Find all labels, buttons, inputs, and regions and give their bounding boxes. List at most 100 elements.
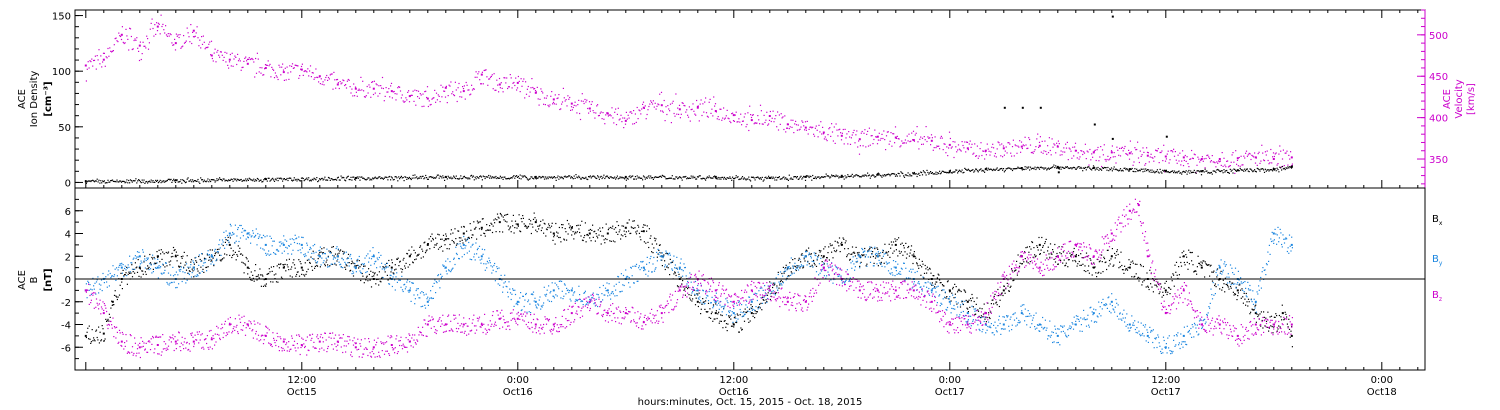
density-sample: [303, 180, 305, 182]
bx-sample: [1034, 256, 1036, 258]
density-sample: [517, 175, 519, 178]
velocity-sample: [1245, 152, 1247, 154]
bx-point: [1164, 289, 1167, 292]
bx-sample: [135, 267, 137, 269]
density-sample: [227, 180, 229, 182]
velocity-sample: [829, 127, 831, 129]
bx-sample: [674, 272, 676, 274]
by-sample: [206, 270, 208, 272]
bx-sample: [958, 288, 960, 290]
by-sample: [262, 248, 264, 250]
density-sample: [1289, 166, 1291, 168]
bx-sample: [1073, 247, 1075, 250]
bx-sample: [1227, 286, 1229, 288]
density-sample: [399, 176, 402, 179]
bx-sample: [1098, 271, 1100, 273]
density-sample: [856, 174, 858, 176]
velocity-sample: [840, 139, 843, 141]
bx-sample: [119, 284, 121, 286]
velocity-sample: [134, 38, 136, 40]
by-sample: [226, 244, 228, 246]
density-sample: [567, 176, 569, 178]
by-sample: [289, 238, 291, 240]
velocity-sample: [130, 35, 132, 38]
bx-sample: [1078, 260, 1080, 263]
density-sample: [1169, 171, 1171, 174]
bx-sample: [484, 235, 486, 237]
bx-sample: [1093, 266, 1095, 268]
bx-sample: [1120, 251, 1122, 253]
velocity-sample: [914, 134, 916, 136]
bx-sample: [193, 263, 195, 265]
bx-sample: [969, 306, 971, 308]
velocity-sample: [1077, 152, 1079, 154]
bx-sample: [1100, 272, 1102, 274]
bx-sample: [250, 279, 252, 281]
bx-sample: [1160, 283, 1162, 285]
density-sample: [229, 179, 231, 181]
density-sample: [595, 177, 597, 179]
bx-sample: [155, 262, 157, 264]
bx-sample: [1252, 309, 1254, 311]
by-sample: [147, 258, 149, 261]
bx-sample: [761, 309, 763, 311]
velocity-sample: [1046, 153, 1048, 155]
velocity-sample: [370, 96, 372, 98]
density-sample: [1213, 170, 1215, 172]
bx-sample: [702, 301, 704, 303]
bx-sample: [469, 223, 471, 225]
bx-sample: [1268, 330, 1270, 332]
by-sample: [307, 251, 309, 253]
density-sample: [1032, 167, 1034, 169]
bx-sample: [989, 317, 991, 320]
bx-sample: [584, 234, 586, 237]
density-sample: [1129, 168, 1131, 170]
bx-sample: [170, 260, 172, 262]
density-sample: [286, 177, 288, 180]
bx-sample: [348, 262, 350, 264]
density-sample: [671, 175, 673, 177]
bx-sample: [262, 285, 265, 287]
velocity-sample: [426, 96, 428, 99]
bx-sample: [642, 226, 644, 228]
density-sample: [317, 181, 319, 183]
bx-sample: [1101, 261, 1103, 263]
density-sample: [340, 175, 342, 177]
bx-sample: [635, 233, 638, 235]
velocity-sample: [1224, 164, 1226, 166]
by-sample: [100, 279, 103, 281]
by-sample: [314, 260, 316, 262]
velocity-sample: [138, 50, 140, 52]
velocity-point: [660, 104, 663, 107]
density-sample: [1168, 171, 1170, 174]
density-sample: [807, 175, 809, 177]
bx-sample: [727, 323, 729, 325]
bx-sample: [631, 227, 633, 229]
bx-sample: [1254, 305, 1256, 307]
bx-sample: [714, 318, 716, 320]
density-sample: [556, 177, 558, 179]
bx-sample: [1252, 309, 1255, 311]
bx-sample: [549, 227, 551, 229]
velocity-sample: [1286, 150, 1288, 152]
by-sample: [205, 258, 207, 260]
density-sample: [1265, 170, 1267, 172]
bx-sample: [1230, 287, 1232, 289]
density-sample: [554, 177, 556, 179]
density-sample: [425, 174, 427, 177]
density-sample: [328, 177, 330, 179]
velocity-sample: [1023, 145, 1025, 147]
bx-sample: [759, 303, 761, 305]
velocity-sample: [780, 113, 782, 115]
density-sample: [801, 178, 803, 180]
bx-sample: [1132, 260, 1134, 262]
bx-sample: [497, 216, 499, 218]
density-sample: [134, 180, 136, 182]
bx-sample: [445, 235, 447, 237]
velocity-sample: [925, 126, 927, 128]
bx-sample: [502, 216, 504, 218]
bx-sample: [1162, 294, 1165, 296]
velocity-sample: [795, 124, 798, 126]
velocity-sample: [1124, 145, 1126, 148]
bx-sample: [867, 250, 869, 252]
